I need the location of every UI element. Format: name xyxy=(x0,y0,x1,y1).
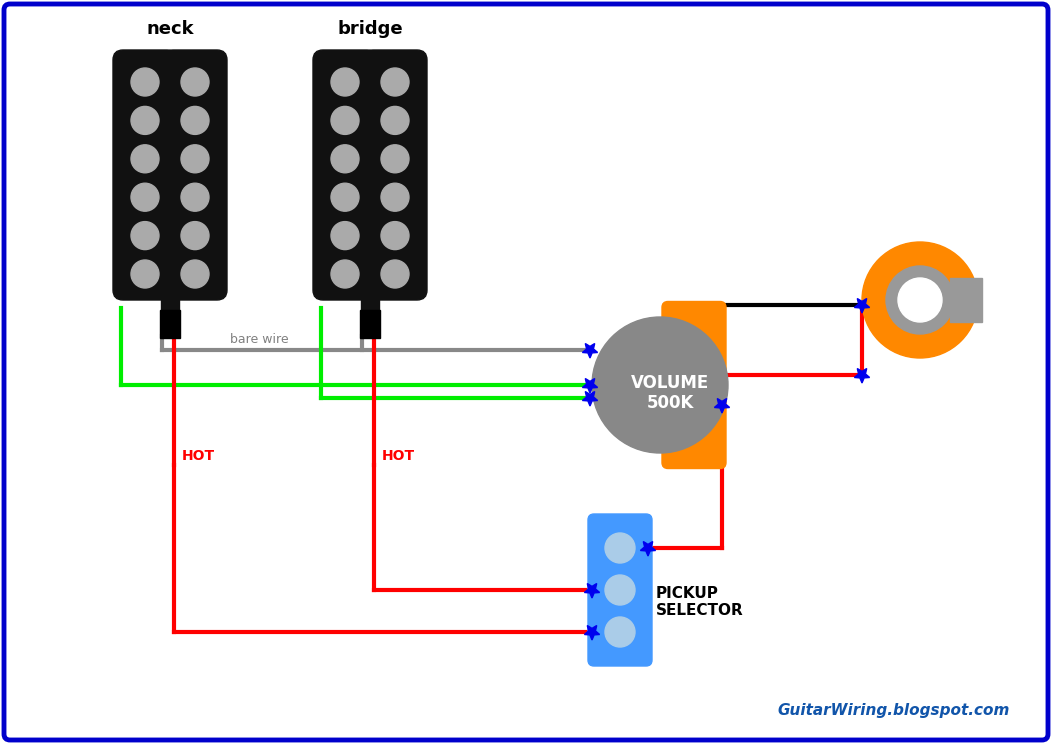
Circle shape xyxy=(331,145,359,173)
Circle shape xyxy=(132,106,159,135)
Polygon shape xyxy=(854,368,870,383)
Circle shape xyxy=(331,183,359,211)
Polygon shape xyxy=(583,344,598,358)
Text: VOLUME
500K: VOLUME 500K xyxy=(631,373,709,412)
Bar xyxy=(950,278,982,322)
Circle shape xyxy=(331,106,359,135)
Circle shape xyxy=(181,106,209,135)
Text: neck: neck xyxy=(146,20,194,38)
FancyBboxPatch shape xyxy=(163,50,227,300)
Bar xyxy=(360,310,380,338)
Text: HOT: HOT xyxy=(182,449,215,463)
Circle shape xyxy=(331,68,359,96)
Circle shape xyxy=(331,222,359,249)
FancyBboxPatch shape xyxy=(113,50,177,300)
Circle shape xyxy=(132,183,159,211)
Polygon shape xyxy=(583,391,598,406)
Circle shape xyxy=(605,533,635,563)
Polygon shape xyxy=(854,298,870,313)
Circle shape xyxy=(381,106,409,135)
Text: bridge: bridge xyxy=(338,20,403,38)
Bar xyxy=(160,310,180,338)
Circle shape xyxy=(886,266,954,334)
Circle shape xyxy=(181,183,209,211)
Circle shape xyxy=(381,183,409,211)
Polygon shape xyxy=(714,399,730,413)
FancyBboxPatch shape xyxy=(662,301,726,469)
Circle shape xyxy=(132,68,159,96)
Circle shape xyxy=(381,222,409,249)
Circle shape xyxy=(381,68,409,96)
Text: HOT: HOT xyxy=(382,449,416,463)
Circle shape xyxy=(181,260,209,288)
Circle shape xyxy=(605,617,635,647)
Circle shape xyxy=(132,260,159,288)
Text: bare wire: bare wire xyxy=(230,333,288,346)
Circle shape xyxy=(898,278,942,322)
Bar xyxy=(361,285,379,320)
Circle shape xyxy=(381,260,409,288)
Circle shape xyxy=(181,222,209,249)
Text: GuitarWiring.blogspot.com: GuitarWiring.blogspot.com xyxy=(777,703,1010,718)
Circle shape xyxy=(181,145,209,173)
FancyBboxPatch shape xyxy=(588,514,652,666)
FancyBboxPatch shape xyxy=(313,50,377,300)
Text: PICKUP
SELECTOR: PICKUP SELECTOR xyxy=(656,586,744,618)
Circle shape xyxy=(132,145,159,173)
Polygon shape xyxy=(585,626,600,640)
Circle shape xyxy=(181,68,209,96)
Polygon shape xyxy=(585,583,600,598)
Circle shape xyxy=(605,575,635,605)
Circle shape xyxy=(592,317,728,453)
Circle shape xyxy=(862,242,978,358)
Circle shape xyxy=(132,222,159,249)
Circle shape xyxy=(331,260,359,288)
Bar xyxy=(161,285,179,320)
Polygon shape xyxy=(641,542,655,556)
Polygon shape xyxy=(583,379,598,393)
FancyBboxPatch shape xyxy=(363,50,427,300)
Circle shape xyxy=(381,145,409,173)
